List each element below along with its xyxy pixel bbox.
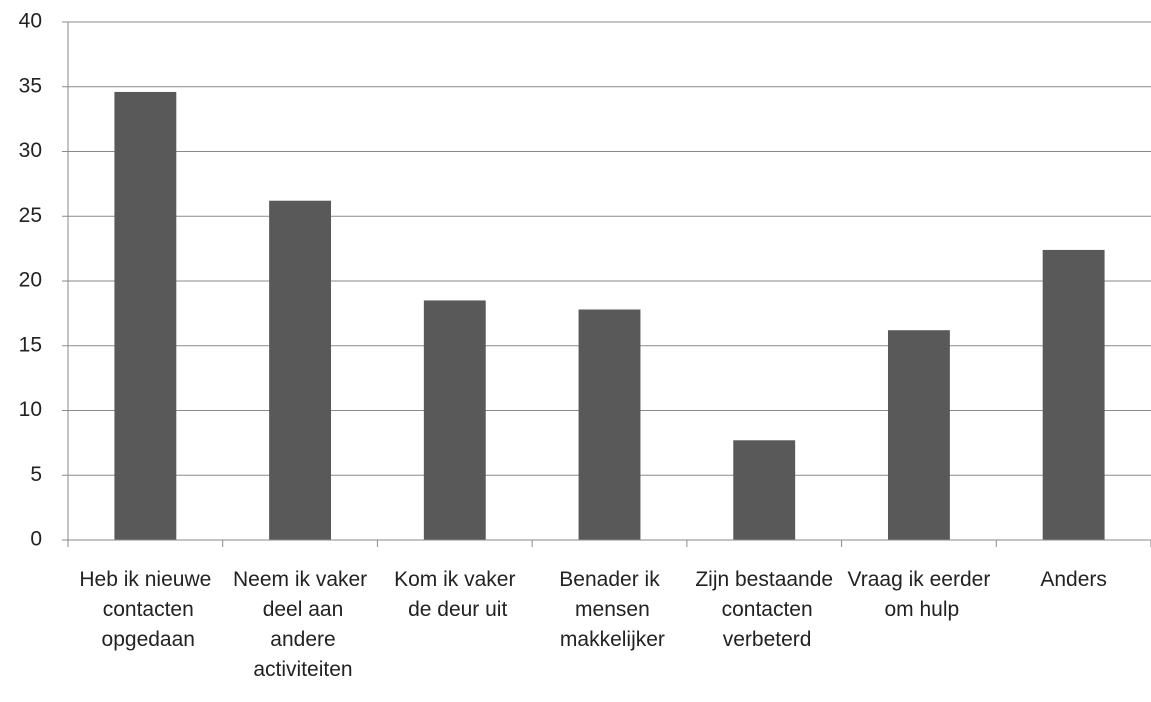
x-tick-label: Zijn bestaande contacten verbeterd xyxy=(695,568,833,651)
bar xyxy=(578,309,641,540)
bar xyxy=(733,440,796,540)
y-tick-label: 30 xyxy=(19,139,42,162)
bar xyxy=(269,200,332,540)
bar xyxy=(423,300,486,540)
y-tick-label: 10 xyxy=(19,398,42,421)
y-tick-label: 20 xyxy=(19,269,42,292)
y-tick-label: 35 xyxy=(19,74,42,97)
y-tick-label: 15 xyxy=(19,333,42,356)
x-tick-label: Heb ik nieuwe contacten opgedaan xyxy=(79,568,211,651)
x-tick-label: Anders xyxy=(1040,568,1107,591)
bar xyxy=(114,91,177,541)
x-tick-label: Benader ik mensen makkelijker xyxy=(554,568,665,651)
y-tick-label: 0 xyxy=(30,528,42,551)
x-tick-label: Neem ik vaker deel aan andere activiteit… xyxy=(233,568,367,681)
y-tick-label: 25 xyxy=(19,204,42,227)
bar xyxy=(887,330,950,540)
bar xyxy=(1042,249,1105,541)
y-tick-label: 40 xyxy=(19,10,42,33)
y-tick-label: 5 xyxy=(30,463,42,486)
x-tick-label: Kom ik vaker de deur uit xyxy=(394,568,515,621)
x-tick-label: Vraag ik eerder om hulp xyxy=(848,568,991,621)
